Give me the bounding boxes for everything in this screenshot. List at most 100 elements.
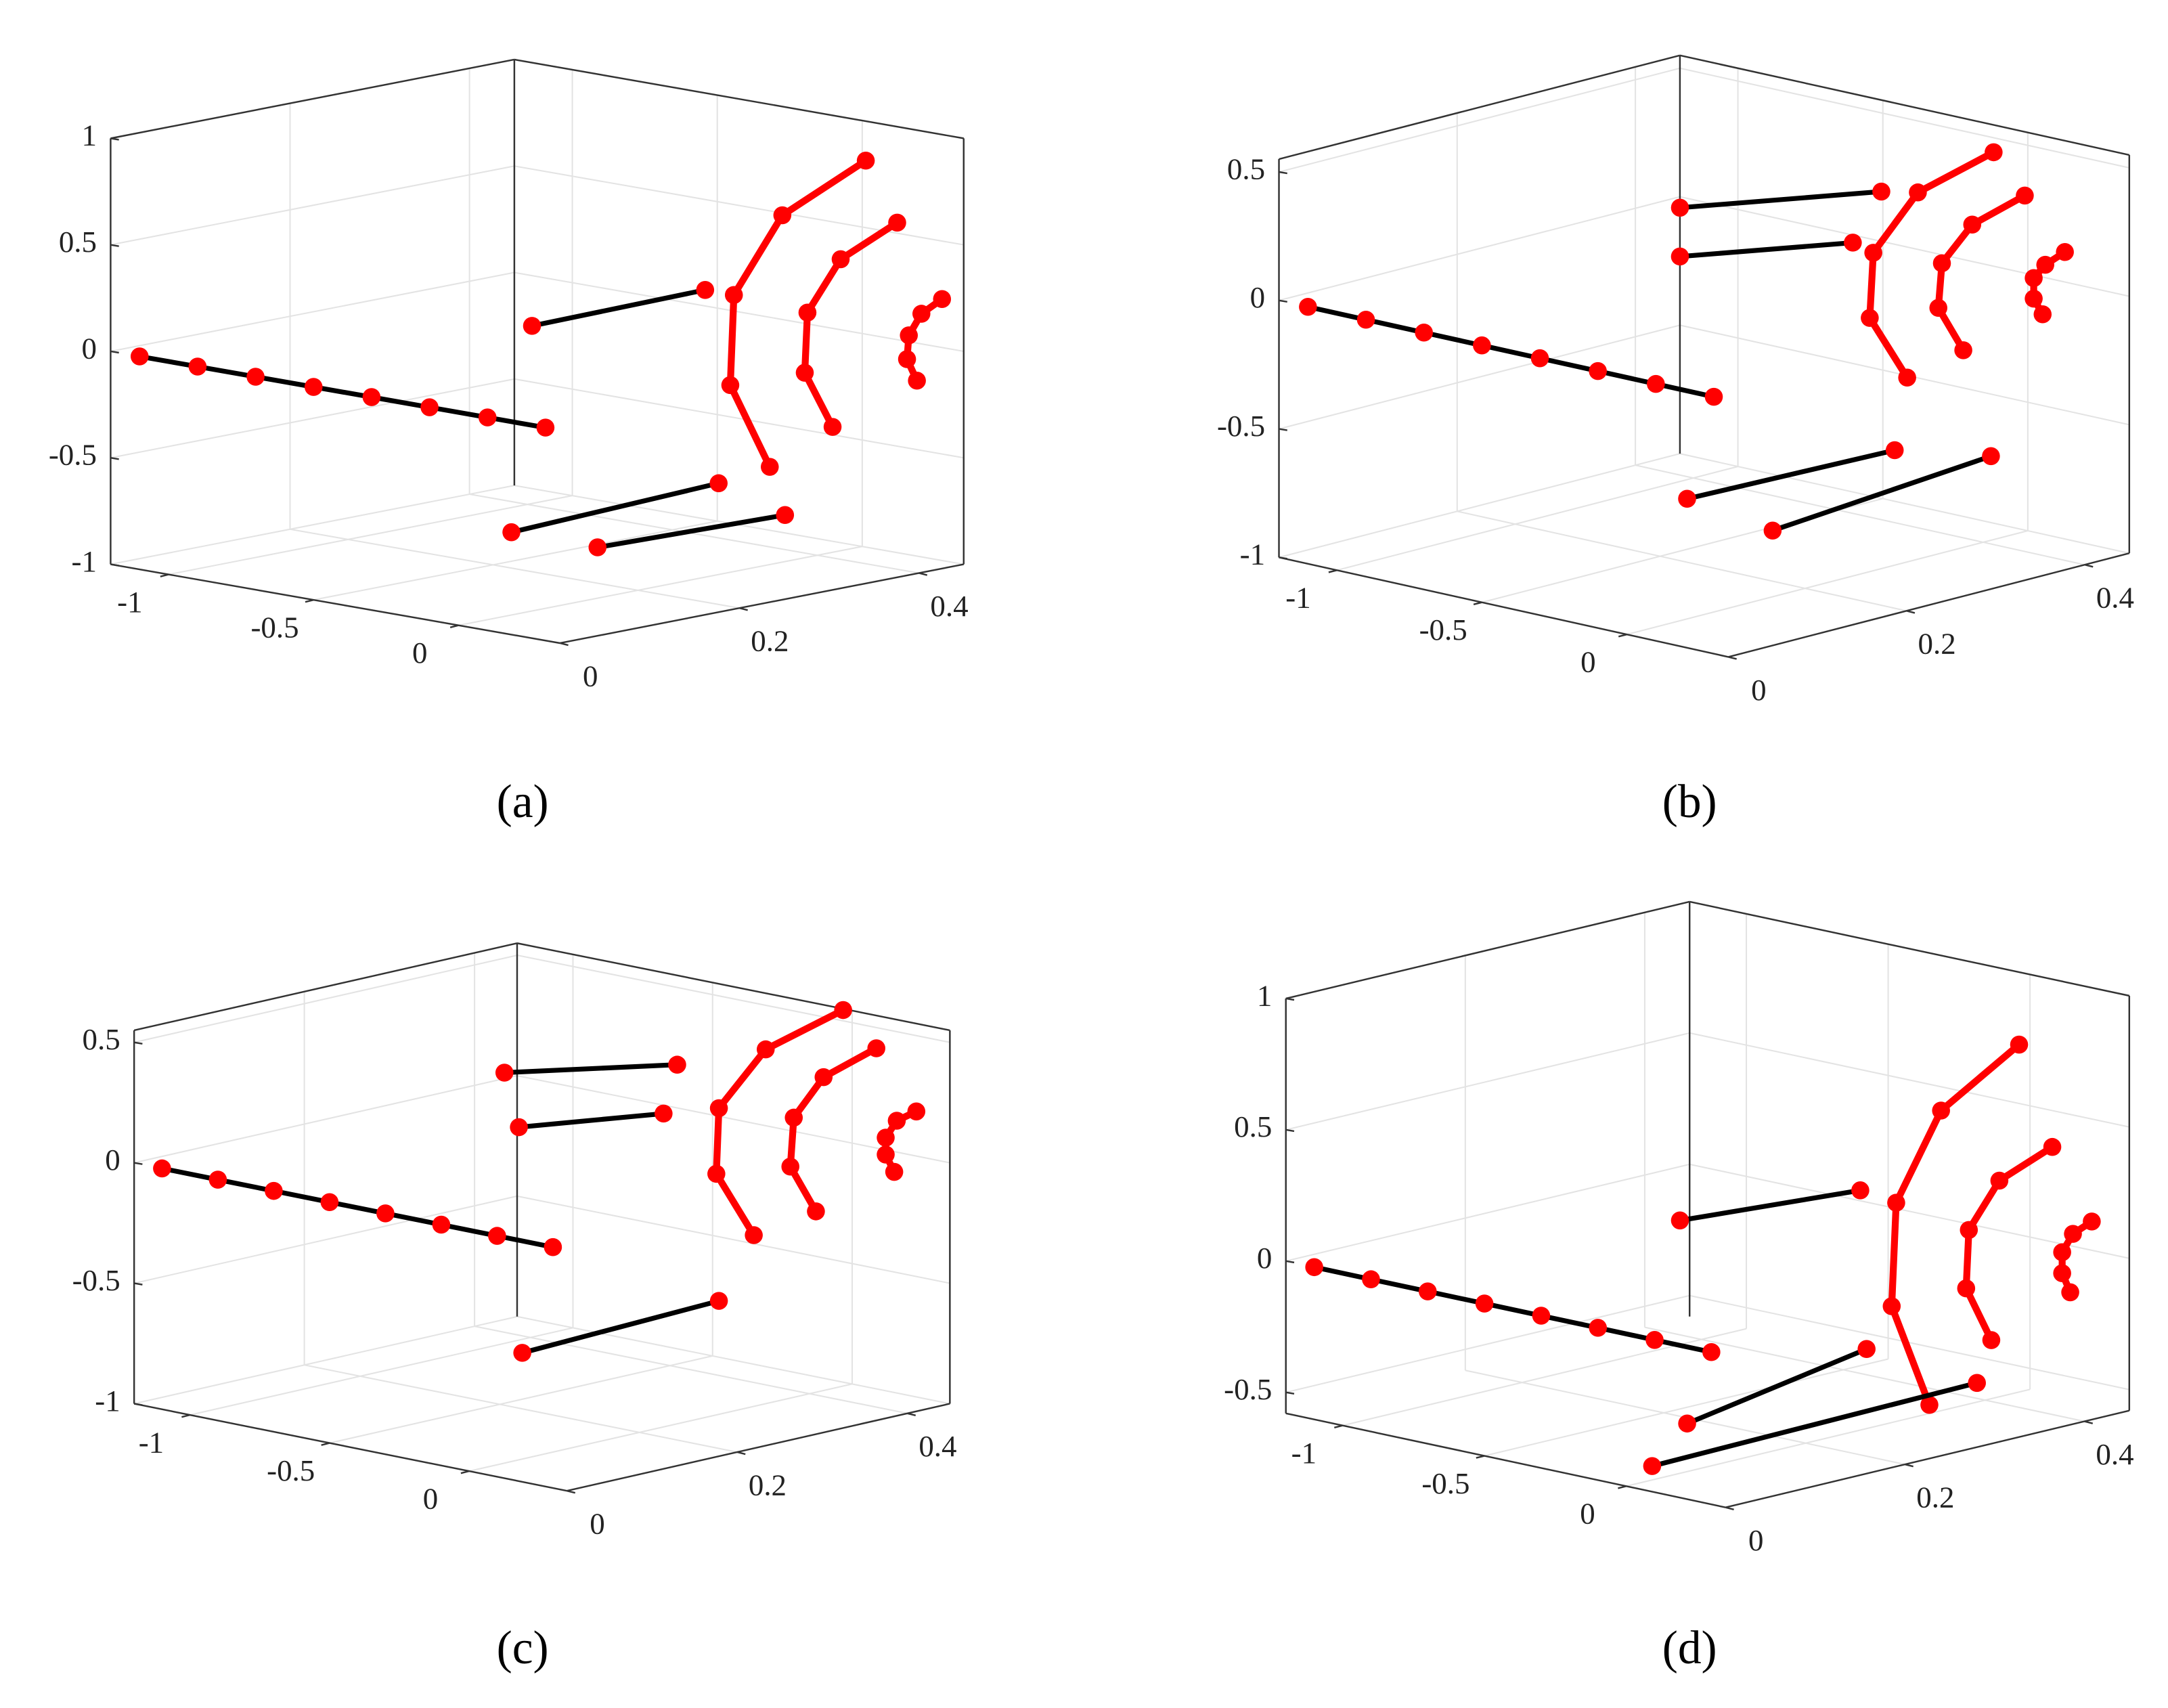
panel-label: (a) — [497, 776, 549, 828]
marker — [478, 408, 497, 426]
tick-mark — [449, 624, 459, 628]
marker — [1932, 1101, 1950, 1120]
marker — [1982, 1331, 2001, 1349]
marker — [1968, 1374, 1986, 1393]
marker — [1415, 323, 1433, 342]
marker — [696, 281, 715, 299]
panel: -1 -0.5 0 0.5 -1 -0.5 0 0 0.2 0.4 (c) — [72, 942, 957, 1674]
marker — [1678, 1414, 1696, 1433]
tick-mark — [1618, 1485, 1627, 1489]
marker — [188, 357, 207, 376]
tick-mark — [110, 244, 119, 247]
tick-mark — [460, 1470, 470, 1474]
z-tick-label: 1 — [82, 118, 97, 152]
marker — [376, 1204, 395, 1223]
tick-mark — [1285, 997, 1295, 1001]
tick-mark — [133, 1403, 143, 1406]
marker — [1882, 1297, 1901, 1315]
series-line — [1313, 1265, 1712, 1355]
x-tick-label: -0.5 — [250, 610, 298, 644]
marker — [1898, 368, 1916, 387]
marker — [1356, 310, 1375, 329]
grid-line — [1679, 196, 2130, 297]
grid-line — [1484, 1358, 1888, 1457]
marker — [2025, 269, 2043, 288]
marker — [745, 1226, 763, 1244]
grid-line — [514, 378, 964, 459]
z-tick-label: -0.5 — [1224, 1372, 1272, 1406]
marker — [523, 317, 541, 335]
y-tick-label: 0.4 — [2096, 1437, 2133, 1471]
marker — [756, 1040, 775, 1059]
marker — [781, 1157, 799, 1176]
tick-mark — [2084, 564, 2094, 568]
grid-line — [110, 485, 515, 565]
grid-line — [133, 1195, 518, 1284]
grid-line — [469, 494, 919, 574]
marker — [1985, 143, 2003, 162]
marker — [724, 286, 743, 305]
marker — [1844, 234, 1862, 252]
marker — [1960, 1221, 1978, 1240]
grid-line — [516, 955, 950, 1043]
z-tick-label: -0.5 — [49, 438, 97, 472]
marker — [2064, 1225, 2082, 1243]
marker — [153, 1159, 171, 1178]
marker — [1671, 247, 1689, 266]
y-tick-label: 0.2 — [1918, 627, 1956, 661]
series-line — [1307, 304, 1715, 399]
axis-line — [1279, 54, 1681, 160]
grid-line — [1279, 453, 1681, 559]
marker — [1645, 1331, 1664, 1349]
x-tick-label: 0 — [1580, 644, 1595, 678]
tick-mark — [1279, 299, 1287, 303]
marker — [1647, 374, 1665, 393]
z-tick-label: 0 — [1257, 1241, 1272, 1275]
tick-mark — [133, 1041, 143, 1045]
marker — [1643, 1457, 1662, 1475]
tick-mark — [1285, 1391, 1295, 1395]
marker — [709, 1099, 728, 1118]
y-tick-label: 0 — [1748, 1523, 1763, 1557]
x-tick-label: 0 — [412, 636, 427, 670]
marker — [320, 1193, 339, 1212]
marker — [707, 1164, 726, 1183]
marker — [2061, 1283, 2079, 1302]
grid-line — [1644, 1326, 2085, 1422]
series-line — [139, 353, 546, 431]
x-tick-label: -1 — [139, 1425, 164, 1459]
grid-line — [1457, 510, 1907, 612]
grid-line — [1285, 1294, 1690, 1393]
y-tick-label: 0.4 — [2096, 581, 2134, 615]
marker — [420, 398, 439, 416]
marker — [1887, 1194, 1905, 1212]
axis-line — [133, 942, 518, 1032]
grid-line — [516, 1195, 950, 1284]
tick-mark — [736, 1451, 746, 1455]
series-line — [521, 1298, 720, 1355]
grid-line — [516, 1315, 950, 1405]
marker — [898, 350, 916, 368]
marker — [795, 364, 814, 382]
axis-line — [1689, 900, 2130, 997]
marker — [1702, 1342, 1721, 1361]
marker — [1957, 1279, 1976, 1298]
z-tick-label: -1 — [72, 544, 97, 578]
marker — [1963, 215, 1982, 234]
panel: -1 -0.5 0 0.5 1 -1 -0.5 0 0 0.2 0.4 (a) — [49, 58, 969, 828]
marker — [721, 376, 740, 395]
axis-line — [1725, 1409, 2130, 1508]
marker — [773, 206, 792, 225]
grid-line — [304, 1364, 738, 1453]
grid-line — [133, 1315, 518, 1405]
y-tick-label: 0.2 — [749, 1468, 787, 1502]
marker — [887, 1112, 906, 1130]
grid-line — [168, 495, 573, 575]
series-line — [1679, 189, 1882, 211]
marker — [1763, 521, 1782, 540]
z-tick-label: -0.5 — [1217, 409, 1265, 443]
axis-line — [133, 1403, 567, 1492]
marker — [807, 1202, 825, 1221]
